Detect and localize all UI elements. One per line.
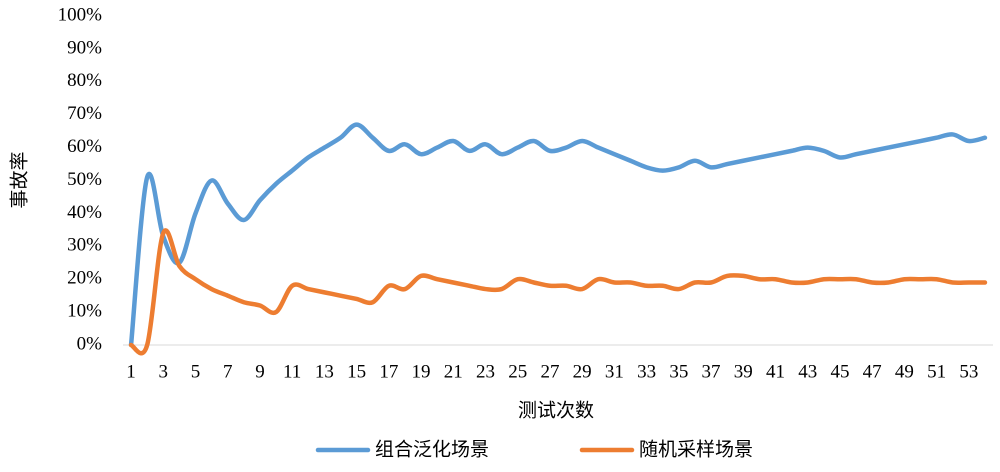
x-tick-label: 15	[347, 361, 366, 382]
x-tick-label: 5	[191, 361, 201, 382]
x-tick-label: 13	[315, 361, 334, 382]
x-tick-label: 21	[444, 361, 463, 382]
x-tick-label: 49	[895, 361, 914, 382]
x-tick-label: 7	[223, 361, 233, 382]
x-axis-title: 测试次数	[518, 400, 594, 422]
y-axis-title: 事故率	[9, 151, 31, 208]
x-tick-label: 45	[830, 361, 849, 382]
y-tick-label: 90%	[67, 37, 102, 58]
x-tick-label: 35	[669, 361, 688, 382]
series-line	[128, 228, 988, 356]
x-tick-label: 3	[159, 361, 169, 382]
y-tick-label: 100%	[58, 4, 103, 25]
x-tick-label: 1	[126, 361, 136, 382]
x-tick-label: 25	[508, 361, 527, 382]
x-tick-label: 37	[702, 361, 721, 382]
y-tick-label: 20%	[67, 268, 102, 289]
legend-label: 随机采样场景	[639, 439, 753, 461]
x-tick-label: 41	[766, 361, 785, 382]
x-tick-label: 23	[476, 361, 495, 382]
y-tick-label: 80%	[67, 70, 102, 91]
x-tick-label: 29	[573, 361, 592, 382]
x-tick-label: 39	[734, 361, 753, 382]
x-tick-label: 33	[637, 361, 656, 382]
x-tick-label: 51	[927, 361, 946, 382]
x-tick-label: 31	[605, 361, 624, 382]
x-tick-label: 27	[540, 361, 559, 382]
y-tick-label: 30%	[67, 235, 102, 256]
y-tick-label: 60%	[67, 136, 102, 157]
x-tick-label: 19	[412, 361, 431, 382]
y-tick-label: 40%	[67, 202, 102, 223]
y-tick-label: 0%	[77, 333, 103, 354]
x-tick-label: 11	[283, 361, 301, 382]
series-line	[128, 122, 988, 348]
y-tick-label: 10%	[67, 300, 102, 321]
legend-label: 组合泛化场景	[375, 439, 489, 461]
x-tick-label: 53	[959, 361, 978, 382]
x-tick-label: 47	[863, 361, 882, 382]
x-tick-label: 9	[255, 361, 265, 382]
y-tick-label: 50%	[67, 169, 102, 190]
x-tick-label: 43	[798, 361, 817, 382]
y-tick-label: 70%	[67, 103, 102, 124]
x-tick-label: 17	[379, 361, 398, 382]
